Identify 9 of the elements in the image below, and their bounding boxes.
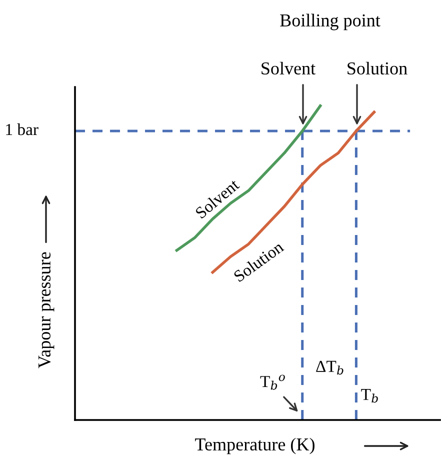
annotation: ΔT$_{b}$	[316, 360, 344, 375]
text: Solution	[348, 62, 408, 75]
annotation: T$_{b}$$^{o}$	[260, 374, 285, 390]
text: Boilling point	[280, 14, 380, 30]
y-axis-title: Vapour pressure	[38, 252, 54, 368]
ref-line-label: 1 bar	[6, 123, 38, 136]
annotation: T$_{b}$	[361, 389, 378, 403]
text: Solvent	[262, 62, 316, 75]
x-axis-title: Temperature (K)	[195, 438, 314, 454]
